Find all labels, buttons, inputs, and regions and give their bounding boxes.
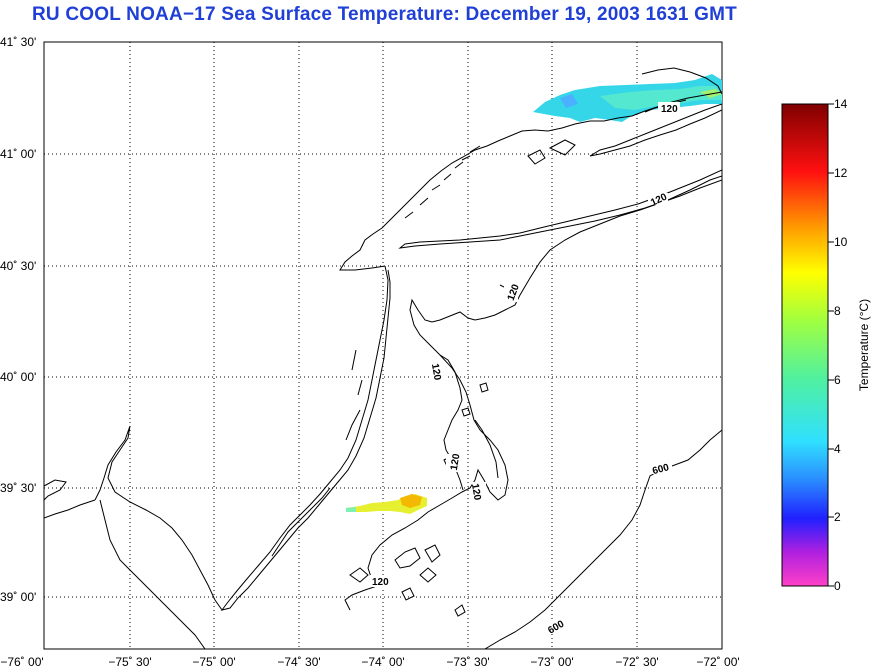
sst-patch-offshore-core [400, 494, 422, 508]
lat-label-40-30: 40˚ 30' [0, 259, 36, 273]
isobath-600 [484, 429, 722, 649]
contour-label-120-south: 120 [372, 577, 389, 588]
colorbar-label: Temperature (°C) [857, 299, 871, 391]
colorbar-gradient [781, 103, 829, 587]
colorbar-tick-14: 14 [834, 97, 848, 111]
lon-label-72-00: −72˚ 00' [696, 655, 739, 669]
lon-label-74-00: −74˚ 00' [361, 655, 404, 669]
contour-label-120-canyon-a: 120 [429, 363, 443, 382]
sst-patch-sound-inner [600, 86, 722, 110]
lon-label-75-30: −75˚ 30' [108, 655, 151, 669]
lon-label-76-00: −76˚ 00' [0, 655, 43, 669]
lon-label-73-00: −73˚ 00' [530, 655, 573, 669]
lon-label-73-30: −73˚ 30' [446, 655, 489, 669]
colorbar-tick-0: 0 [834, 579, 841, 593]
lat-label-41-00: 41˚ 00' [0, 147, 36, 161]
lat-label-39-30: 39˚ 30' [0, 481, 36, 495]
lat-label-41-30: 41˚ 30' [0, 35, 36, 49]
colorbar-tick-6: 6 [834, 373, 841, 387]
colorbar-tick-4: 4 [834, 442, 841, 456]
lat-label-40-00: 40˚ 00' [0, 370, 36, 384]
map-frame [43, 41, 723, 650]
sst-patch-offshore-edge [346, 507, 356, 512]
colorbar-tick-10: 10 [834, 235, 848, 249]
isobath-120 [344, 67, 722, 617]
contour-label-120-canyon-b: 120 [449, 453, 463, 472]
colorbar-tick-12: 12 [834, 166, 848, 180]
map-title: RU COOL NOAA−17 Sea Surface Temperature:… [32, 4, 737, 25]
lat-label-39-00: 39˚ 00' [0, 590, 36, 604]
colorbar-tick-8: 8 [834, 304, 841, 318]
contour-label-600-north: 600 [651, 462, 670, 477]
contour-label-120-sound: 120 [661, 104, 678, 115]
contour-label-120-canyon-c: 120 [469, 483, 483, 502]
latitude-labels: 41˚ 30' 41˚ 00' 40˚ 30' 40˚ 00' 39˚ 30' … [0, 35, 36, 604]
lon-label-72-30: −72˚ 30' [615, 655, 658, 669]
lon-label-75-00: −75˚ 00' [192, 655, 235, 669]
colorbar: 14 12 10 8 6 4 2 0 Temperature (°C) [781, 97, 871, 593]
colorbar-tick-2: 2 [834, 510, 841, 524]
coastline [44, 91, 722, 649]
lon-label-74-30: −74˚ 30' [277, 655, 320, 669]
sst-patch-sound-blue [560, 94, 578, 108]
longitude-labels: −76˚ 00' −75˚ 30' −75˚ 00' −74˚ 30' −74˚… [0, 655, 739, 669]
